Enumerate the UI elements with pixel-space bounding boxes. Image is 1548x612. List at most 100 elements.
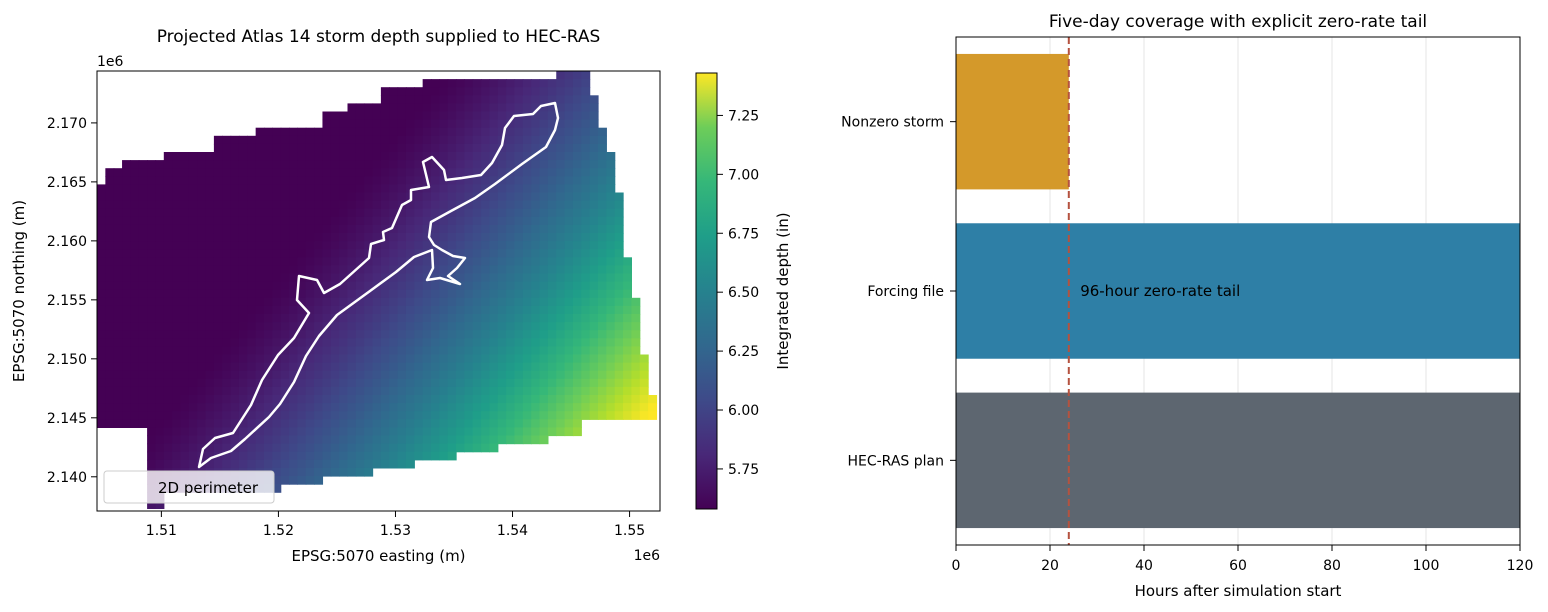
depth-cell — [389, 103, 399, 113]
depth-cell — [422, 233, 432, 242]
depth-cell — [572, 79, 582, 88]
depth-cell — [347, 314, 357, 323]
depth-cell — [264, 143, 273, 153]
depth-cell — [372, 184, 382, 194]
depth-cell — [247, 160, 257, 169]
depth-cell — [439, 338, 449, 347]
depth-cell — [255, 459, 265, 469]
depth-cell — [497, 314, 507, 323]
depth-cell — [514, 152, 524, 161]
depth-cell — [355, 127, 365, 137]
depth-cell — [188, 152, 198, 161]
depth-cell — [172, 330, 182, 339]
depth-cell — [431, 95, 440, 104]
coverage-y-tick-label: Nonzero storm — [841, 115, 944, 131]
depth-cell — [431, 314, 440, 323]
colorbar-tick-label: 7.00 — [728, 167, 759, 183]
depth-cell — [439, 265, 449, 275]
depth-cell — [297, 346, 307, 356]
depth-cell — [405, 87, 415, 96]
depth-cell — [514, 127, 524, 137]
depth-cell — [547, 354, 557, 364]
depth-cell — [355, 386, 365, 396]
depth-cell — [155, 443, 165, 453]
depth-cell — [439, 111, 449, 121]
depth-cell — [572, 168, 582, 177]
depth-cell — [222, 443, 232, 453]
depth-cell — [623, 314, 632, 323]
depth-cell — [205, 314, 215, 323]
depth-cell — [606, 314, 616, 323]
depth-cell — [589, 103, 599, 113]
depth-cell — [255, 435, 265, 445]
depth-cell — [130, 200, 140, 210]
depth-cell — [180, 386, 190, 396]
depth-cell — [405, 338, 415, 347]
depth-cell — [447, 103, 457, 113]
depth-cell — [364, 451, 374, 461]
colorbar: 5.756.006.256.506.757.007.25 Integrated … — [695, 72, 792, 510]
depth-cell — [380, 111, 390, 121]
depth-cell — [314, 395, 324, 404]
depth-cell — [589, 338, 599, 347]
depth-cell — [280, 459, 290, 469]
depth-cell — [188, 160, 198, 169]
depth-cell — [255, 216, 265, 226]
map-y-tick-label: 2.170 — [47, 116, 87, 132]
depth-cell — [289, 362, 298, 372]
depth-cell — [147, 362, 157, 372]
depth-cell — [572, 370, 582, 380]
depth-cell — [372, 143, 382, 153]
depth-cell — [289, 127, 298, 137]
depth-cell — [188, 224, 198, 234]
depth-cell — [105, 289, 115, 299]
depth-cell — [322, 249, 332, 258]
depth-cell — [130, 297, 140, 307]
depth-cell — [147, 249, 157, 258]
depth-cell — [322, 111, 332, 121]
depth-cell — [431, 435, 440, 445]
depth-cell — [138, 224, 148, 234]
depth-cell — [581, 192, 591, 202]
depth-cell — [113, 289, 123, 299]
depth-cell — [355, 184, 365, 194]
depth-cell — [322, 346, 332, 356]
depth-cell — [247, 216, 257, 226]
depth-cell — [230, 249, 240, 258]
depth-cell — [581, 184, 591, 194]
depth-cell — [431, 451, 440, 461]
depth-cell — [598, 160, 607, 169]
depth-cell — [180, 192, 190, 202]
depth-cell — [364, 208, 374, 218]
depth-cell — [230, 192, 240, 202]
depth-cell — [289, 200, 298, 210]
depth-cell — [264, 451, 273, 461]
depth-cell — [339, 111, 349, 121]
depth-cell — [556, 273, 566, 283]
depth-cell — [297, 224, 307, 234]
depth-cell — [464, 103, 474, 113]
depth-cell — [489, 152, 499, 161]
depth-cell — [531, 346, 541, 356]
depth-cell — [97, 281, 106, 291]
depth-cell — [539, 160, 549, 169]
depth-cell — [122, 370, 131, 380]
depth-cell — [105, 265, 115, 275]
depth-cell — [431, 79, 440, 88]
depth-cell — [364, 184, 374, 194]
depth-cell — [481, 314, 491, 323]
depth-cell — [355, 346, 365, 356]
depth-cell — [431, 233, 440, 242]
depth-cell — [614, 200, 624, 210]
depth-cell — [97, 370, 106, 380]
depth-cell — [472, 305, 482, 315]
depth-cell — [264, 152, 273, 161]
depth-cell — [272, 160, 282, 169]
map-x-offset-label: 1e6 — [634, 548, 661, 564]
depth-cell — [322, 435, 332, 445]
depth-cell — [280, 354, 290, 364]
depth-cell — [305, 443, 315, 453]
depth-cell — [547, 314, 557, 323]
depth-cell — [339, 119, 349, 129]
depth-cell — [105, 200, 115, 210]
